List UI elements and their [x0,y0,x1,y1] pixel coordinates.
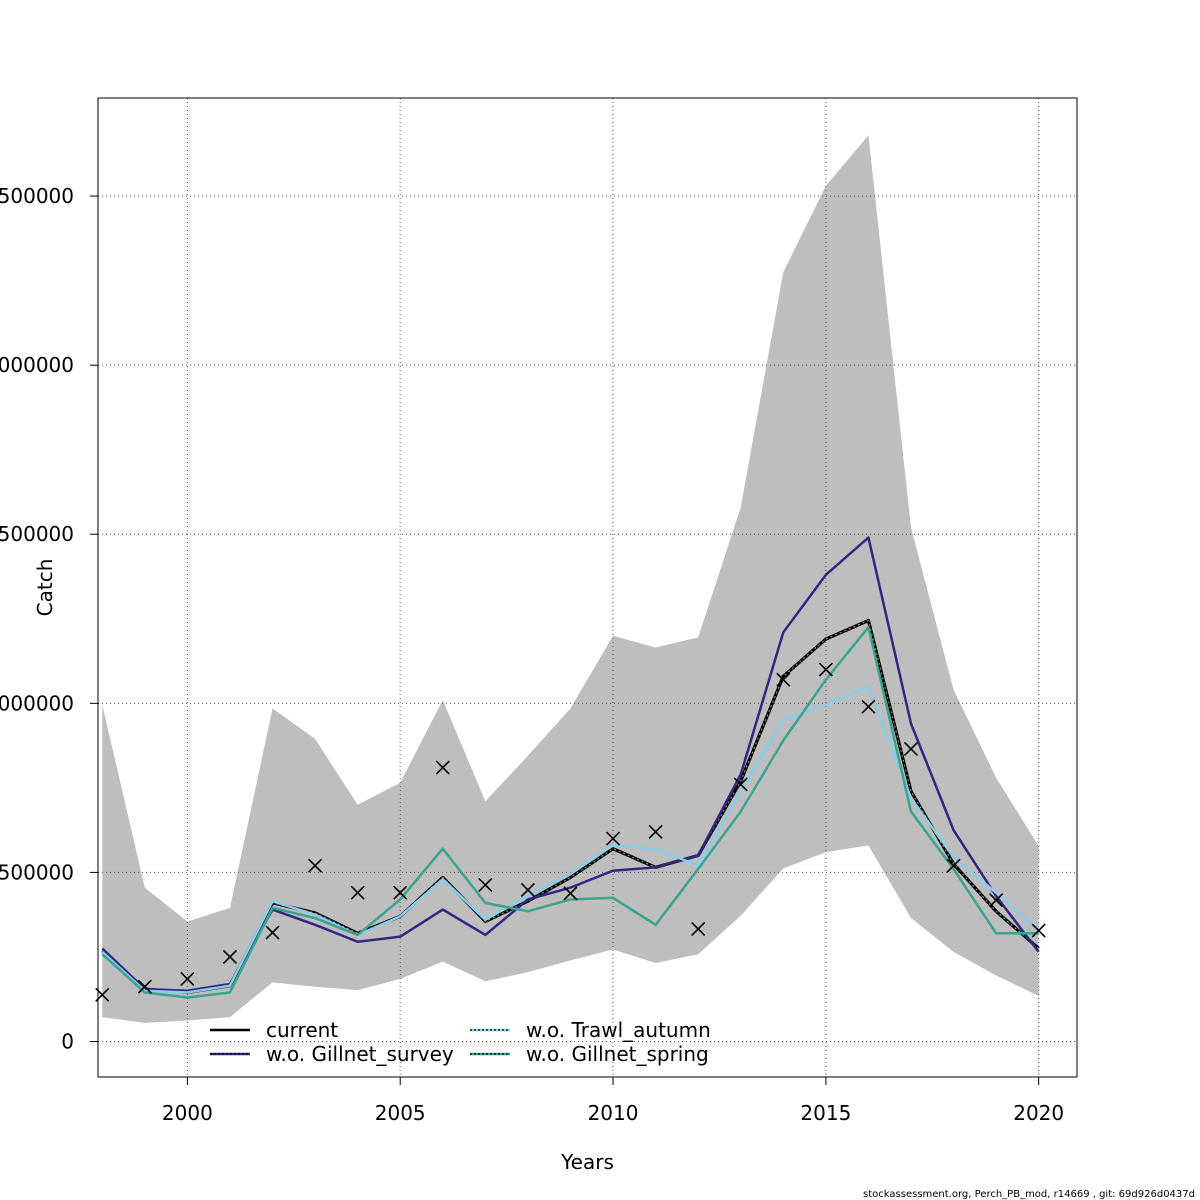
legend-label-w-o-gillnet-survey: w.o. Gillnet_survey [266,1042,454,1066]
observed-point [137,979,152,994]
legend-label-current: current [266,1018,338,1042]
legend-label-w-o-trawl-autumn: w.o. Trawl_autumn [526,1018,711,1042]
y-axis-title: Catch [33,559,57,617]
y-tick-label: 500000 [0,860,74,884]
observed-point [393,885,408,900]
observed-point [435,760,450,775]
observed-point [733,777,748,792]
y-tick-label: 1500000 [0,522,74,546]
x-tick-label: 2010 [588,1101,639,1125]
confidence-band-layer [102,135,1039,1023]
observed-point [648,824,663,839]
y-tick-label: 2500000 [0,184,74,208]
footer-text: stockassessment.org, Perch_PB_mod, r1466… [863,1189,1195,1200]
observed-point [180,971,195,986]
plot-frame [97,97,1078,1078]
observed-point [478,877,493,892]
observed-point [308,858,323,873]
x-tick-label: 2000 [162,1101,213,1125]
y-tick-label: 1000000 [0,691,74,715]
observed-point [605,831,621,846]
series-layer [101,536,1040,999]
observed-points-layer [95,662,1046,1002]
observed-point [1031,923,1046,938]
confidence-band [102,135,1039,1023]
series-line-w-o-trawl-autumn [101,685,1040,994]
observed-point [691,921,706,936]
x-tick-label: 2015 [800,1101,851,1125]
y-tick-label: 0 [61,1029,74,1053]
y-tick-label: 2000000 [0,353,74,377]
x-tick-label: 2005 [375,1101,426,1125]
observed-point [946,858,961,873]
observed-point [903,741,919,757]
tick-layer: 2000 2005 2010 2015 2020 0 500000 1000000 150000… [0,184,1064,1125]
observed-point [222,949,238,965]
observed-point [861,699,876,714]
observed-point [989,893,1004,908]
observed-point [818,662,833,677]
x-tick-label: 2020 [1013,1101,1064,1125]
observed-point [265,925,280,940]
x-axis-title: Years [560,1150,614,1174]
series-line-w-o-gillnet-spring [101,625,1039,999]
observed-point [520,882,535,898]
observed-point [350,885,365,900]
observed-point [563,886,578,901]
observed-point [776,672,791,687]
legend-label-w-o-gillnet-spring: w.o. Gillnet_spring [526,1042,709,1066]
